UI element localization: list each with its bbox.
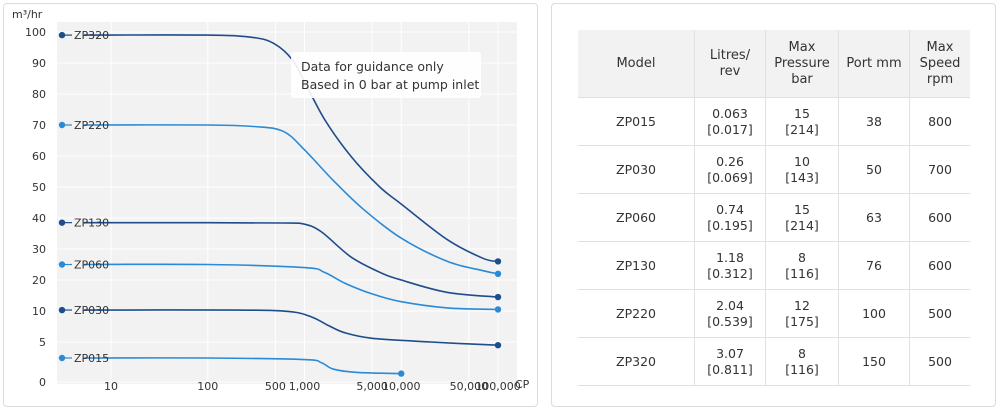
- cell-model: ZP015: [578, 97, 695, 146]
- series-line-zp030: [83, 309, 499, 346]
- cell-pressure: 8 [116]: [765, 241, 839, 290]
- table-row: ZP130 1.18 [0.312] 8 [116] 76 600: [578, 241, 970, 290]
- y-tick-label: 0: [39, 376, 46, 389]
- y-tick-label: 40: [32, 212, 46, 225]
- table-row: ZP015 0.063 [0.017] 15 [214] 38 800: [578, 97, 970, 146]
- table-header-row: Model Litres/ rev Max Pressure bar Port …: [578, 30, 970, 98]
- series-line-zp220: [83, 124, 499, 275]
- y-axis-unit-label: m³/hr: [12, 8, 43, 21]
- cell-speed: 500: [909, 337, 970, 386]
- x-tick-label: 50,000: [450, 380, 489, 393]
- cell-litres: 2.04 [0.539]: [694, 289, 766, 338]
- y-tick-label: 90: [32, 57, 46, 70]
- cell-speed: 600: [909, 241, 970, 290]
- y-tick-label: 30: [32, 243, 46, 256]
- cell-pressure: 15 [214]: [765, 97, 839, 146]
- table-row: ZP060 0.74 [0.195] 15 [214] 63 600: [578, 193, 970, 242]
- series-label-zp320: ZP320: [74, 29, 109, 42]
- cell-speed: 800: [909, 97, 970, 146]
- cell-port: 76: [838, 241, 910, 290]
- x-tick-label: 10,000: [382, 380, 421, 393]
- series-lines: ZP320 ZP220 ZP130 ZP060 ZP030 ZP015: [58, 29, 502, 377]
- y-tick-label: 80: [32, 88, 46, 101]
- series-label-zp220: ZP220: [74, 119, 109, 132]
- table-row: ZP030 0.26 [0.069] 10 [143] 50 700: [578, 145, 970, 194]
- cell-litres: 1.18 [0.312]: [694, 241, 766, 290]
- cell-port: 150: [838, 337, 910, 386]
- series-end-marker-zp220: [494, 270, 502, 277]
- chart-panel: 10 100 500 1,000 5,000 10,000 50,000 100,000 0 5 1…: [3, 3, 538, 407]
- annotation-line-1: Data for guidance only: [301, 59, 444, 74]
- series-label-zp015: ZP015: [74, 352, 109, 365]
- series-end-marker-zp320: [494, 258, 502, 265]
- y-tick-label: 20: [32, 274, 46, 287]
- table-row: ZP220 2.04 [0.539] 12 [175] 100 500: [578, 289, 970, 338]
- series-line-zp060: [83, 263, 499, 311]
- cell-litres: 0.063 [0.017]: [694, 97, 766, 146]
- series-end-marker-zp130: [494, 293, 502, 301]
- x-tick-label: 100,000: [475, 380, 521, 393]
- cell-model: ZP320: [578, 337, 695, 386]
- cell-litres: 0.26 [0.069]: [694, 145, 766, 194]
- series-end-marker-zp030: [494, 342, 502, 349]
- series-label-zp130: ZP130: [74, 217, 109, 230]
- header-max-speed: Max Speed rpm: [909, 30, 970, 98]
- cell-speed: 500: [909, 289, 970, 338]
- x-tick-label: 5,000: [356, 380, 388, 393]
- cell-port: 38: [838, 97, 910, 146]
- series-end-marker-zp060: [494, 306, 502, 313]
- y-tick-label: 70: [32, 119, 46, 132]
- cell-model: ZP220: [578, 289, 695, 338]
- y-tick-label: 100: [25, 26, 46, 39]
- cell-port: 50: [838, 145, 910, 194]
- x-tick-label: 10: [104, 380, 118, 393]
- y-tick-label: 60: [32, 150, 46, 163]
- x-tick-label: 500: [265, 380, 286, 393]
- x-tick-label: 1,000: [289, 380, 321, 393]
- y-tick-label: 10: [32, 305, 46, 318]
- x-tick-label: 100: [197, 380, 218, 393]
- spec-table-panel: Model Litres/ rev Max Pressure bar Port …: [551, 3, 996, 407]
- pump-spec-table: Model Litres/ rev Max Pressure bar Port …: [578, 30, 970, 386]
- cell-pressure: 12 [175]: [765, 289, 839, 338]
- guidance-annotation: Data for guidance only Based in 0 bar at…: [291, 52, 481, 98]
- series-label-zp030: ZP030: [74, 304, 109, 317]
- cell-port: 100: [838, 289, 910, 338]
- cell-speed: 600: [909, 193, 970, 242]
- table-row: ZP320 3.07 [0.811] 8 [116] 150 500: [578, 337, 970, 386]
- header-model: Model: [578, 30, 695, 98]
- series-end-marker-zp015: [398, 370, 405, 377]
- cell-pressure: 15 [214]: [765, 193, 839, 242]
- annotation-box: [291, 52, 481, 98]
- header-litres-rev: Litres/ rev: [694, 30, 766, 98]
- cell-litres: 0.74 [0.195]: [694, 193, 766, 242]
- cell-pressure: 10 [143]: [765, 145, 839, 194]
- series-line-zp130: [83, 221, 499, 298]
- cell-pressure: 8 [116]: [765, 337, 839, 386]
- series-line-zp015: [83, 357, 402, 375]
- series-line-zp320: [83, 34, 499, 263]
- cell-model: ZP130: [578, 241, 695, 290]
- cell-model: ZP030: [578, 145, 695, 194]
- header-port: Port mm: [838, 30, 910, 98]
- header-max-pressure: Max Pressure bar: [765, 30, 839, 98]
- y-tick-label: 50: [32, 181, 46, 194]
- cell-port: 63: [838, 193, 910, 242]
- annotation-line-2: Based in 0 bar at pump inlet: [301, 77, 479, 92]
- cell-model: ZP060: [578, 193, 695, 242]
- y-tick-label: 5: [39, 336, 46, 349]
- x-axis-unit-label: CP: [515, 378, 530, 391]
- series-label-zp060: ZP060: [74, 259, 109, 272]
- cell-litres: 3.07 [0.811]: [694, 337, 766, 386]
- cell-speed: 700: [909, 145, 970, 194]
